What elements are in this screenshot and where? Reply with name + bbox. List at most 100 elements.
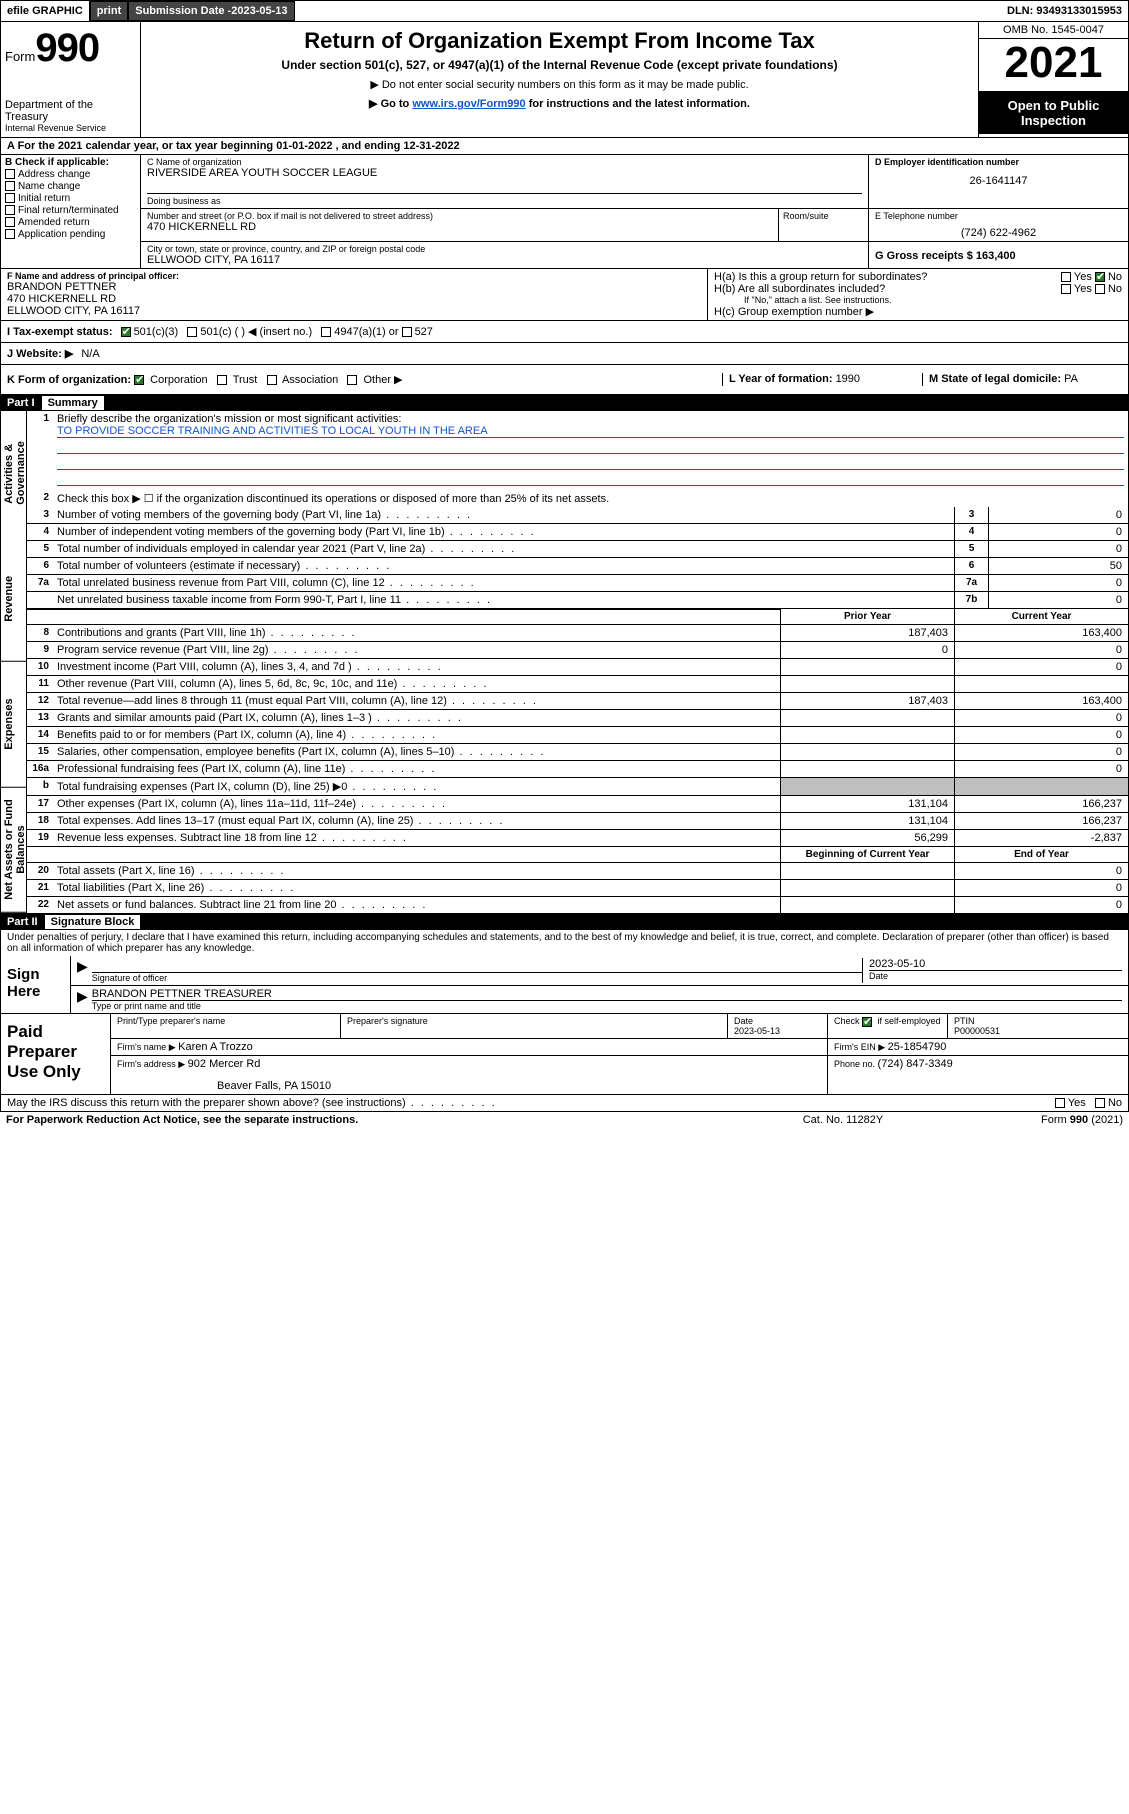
- hb-yes-checkbox[interactable]: [1061, 284, 1071, 294]
- sign-here-label: Sign Here: [1, 956, 71, 1013]
- current-value: 0: [954, 642, 1128, 658]
- vtab-expenses: Expenses: [1, 662, 26, 788]
- row-j: J Website: ▶ N/A: [0, 343, 1129, 365]
- exp-line17: 17Other expenses (Part IX, column (A), l…: [27, 796, 1128, 813]
- na-line20: 20Total assets (Part X, line 16)0: [27, 863, 1128, 880]
- line7a: 7aTotal unrelated business revenue from …: [27, 575, 1128, 592]
- line-value: 0: [988, 507, 1128, 523]
- efile-label: efile GRAPHIC: [1, 1, 90, 21]
- cb-name-change[interactable]: Name change: [5, 181, 136, 192]
- row-a-taxyear: A For the 2021 calendar year, or tax yea…: [0, 138, 1129, 155]
- org-corp-checkbox[interactable]: [134, 375, 144, 385]
- ein-value: 26-1641147: [875, 175, 1122, 187]
- officer-name-title: BRANDON PETTNER TREASURER: [92, 988, 1122, 1000]
- boy-value: [780, 880, 954, 896]
- irs-link[interactable]: www.irs.gov/Form990: [412, 98, 525, 110]
- part1-header: Part I Summary: [0, 395, 1129, 411]
- current-value: 0: [954, 710, 1128, 726]
- prior-value: 56,299: [780, 830, 954, 846]
- discuss-no-checkbox[interactable]: [1095, 1098, 1105, 1108]
- tax-527-checkbox[interactable]: [402, 327, 412, 337]
- part1-body: Activities & Governance Revenue Expenses…: [0, 411, 1129, 914]
- sig-date-label: Date: [869, 970, 1122, 981]
- section-b-title: B Check if applicable:: [5, 157, 136, 168]
- form-header-right: OMB No. 1545-0047 2021 Open to Public In…: [978, 22, 1128, 137]
- tel-value: (724) 622-4962: [875, 227, 1122, 239]
- prior-value: [780, 659, 954, 675]
- prep-check: Check if self-employed: [828, 1014, 948, 1038]
- cb-final-return[interactable]: Final return/terminated: [5, 205, 136, 216]
- tax-501c3-checkbox[interactable]: [121, 327, 131, 337]
- rev-line12: 12Total revenue—add lines 8 through 11 (…: [27, 693, 1128, 710]
- line-desc: Contributions and grants (Part VIII, lin…: [53, 625, 780, 641]
- row-klm: K Form of organization: Corporation Trus…: [0, 365, 1129, 395]
- current-value: 163,400: [954, 693, 1128, 709]
- current-value: [954, 778, 1128, 795]
- discuss-yes-checkbox[interactable]: [1055, 1098, 1065, 1108]
- col-boy: Beginning of Current Year: [780, 847, 954, 862]
- line-value: 0: [988, 541, 1128, 557]
- tax-501c-checkbox[interactable]: [187, 327, 197, 337]
- print-button[interactable]: print: [90, 1, 128, 21]
- line-desc: Number of voting members of the governin…: [53, 507, 954, 523]
- sig-intro: Under penalties of perjury, I declare th…: [0, 930, 1129, 956]
- ein-cell: D Employer identification number 26-1641…: [868, 155, 1128, 208]
- line-desc: Investment income (Part VIII, column (A)…: [53, 659, 780, 675]
- cb-app-pending[interactable]: Application pending: [5, 229, 136, 240]
- firm-addr-cell: Firm's address ▶ 902 Mercer Rd Beaver Fa…: [111, 1056, 828, 1094]
- firm-phone-cell: Phone no. (724) 847-3349: [828, 1056, 1128, 1094]
- sig-name-row: ▶ BRANDON PETTNER TREASURER Type or prin…: [71, 986, 1128, 1013]
- prior-value: 131,104: [780, 813, 954, 829]
- ha-no-checkbox[interactable]: [1095, 272, 1105, 282]
- addr-label: Number and street (or P.O. box if mail i…: [147, 211, 772, 221]
- self-employed-checkbox[interactable]: [862, 1017, 872, 1027]
- row-k: K Form of organization: Corporation Trus…: [7, 373, 722, 386]
- eoy-value: 0: [954, 863, 1128, 879]
- part2-header: Part II Signature Block: [0, 914, 1129, 930]
- line-cellnum: 3: [954, 507, 988, 523]
- dln: DLN: 93493133015953: [1001, 3, 1128, 19]
- city-cell: City or town, state or province, country…: [141, 242, 868, 268]
- sig-date: 2023-05-10: [869, 958, 1122, 970]
- org-assoc-checkbox[interactable]: [267, 375, 277, 385]
- subdate-label: Submission Date -: [135, 5, 231, 17]
- sig-officer-label: Signature of officer: [92, 972, 862, 983]
- cat-no: Cat. No. 11282Y: [743, 1114, 943, 1126]
- cb-address-change[interactable]: Address change: [5, 169, 136, 180]
- col-eoy: End of Year: [954, 847, 1128, 862]
- current-value: 0: [954, 727, 1128, 743]
- org-other-checkbox[interactable]: [347, 375, 357, 385]
- exp-line14: 14Benefits paid to or for members (Part …: [27, 727, 1128, 744]
- exp-line18: 18Total expenses. Add lines 13–17 (must …: [27, 813, 1128, 830]
- prep-row1: Print/Type preparer's name Preparer's si…: [111, 1014, 1128, 1039]
- exp-line15: 15Salaries, other compensation, employee…: [27, 744, 1128, 761]
- current-value: -2,837: [954, 830, 1128, 846]
- line-value: 50: [988, 558, 1128, 574]
- cb-amended[interactable]: Amended return: [5, 217, 136, 228]
- irs-label: Internal Revenue Service: [5, 123, 136, 133]
- top-bar: efile GRAPHIC print Submission Date - 20…: [0, 0, 1129, 22]
- part1-content: 1 Briefly describe the organization's mi…: [27, 411, 1128, 913]
- form-header-left: Form990 Department of the Treasury Inter…: [1, 22, 141, 137]
- ha-yes-checkbox[interactable]: [1061, 272, 1071, 282]
- tax-4947-checkbox[interactable]: [321, 327, 331, 337]
- line2: 2 Check this box ▶ ☐ if the organization…: [27, 490, 1128, 507]
- org-trust-checkbox[interactable]: [217, 375, 227, 385]
- line-desc: Professional fundraising fees (Part IX, …: [53, 761, 780, 777]
- row-m: M State of legal domicile: PA: [922, 373, 1122, 386]
- current-value: 0: [954, 761, 1128, 777]
- firm-ein-cell: Firm's EIN ▶ 25-1854790: [828, 1039, 1128, 1055]
- hb-no-checkbox[interactable]: [1095, 284, 1105, 294]
- hb-row: H(b) Are all subordinates included? Yes …: [714, 283, 1122, 295]
- line1: 1 Briefly describe the organization's mi…: [27, 411, 1128, 490]
- prior-value: [780, 676, 954, 692]
- vtab-revenue: Revenue: [1, 536, 26, 662]
- prep-sig-label: Preparer's signature: [341, 1014, 728, 1038]
- prior-value: 0: [780, 642, 954, 658]
- rev-line10: 10Investment income (Part VIII, column (…: [27, 659, 1128, 676]
- mission-blank3: [57, 472, 1124, 486]
- current-value: 166,237: [954, 796, 1128, 812]
- cb-initial-return[interactable]: Initial return: [5, 193, 136, 204]
- hb-note: If "No," attach a list. See instructions…: [714, 295, 1122, 305]
- line5: 5Total number of individuals employed in…: [27, 541, 1128, 558]
